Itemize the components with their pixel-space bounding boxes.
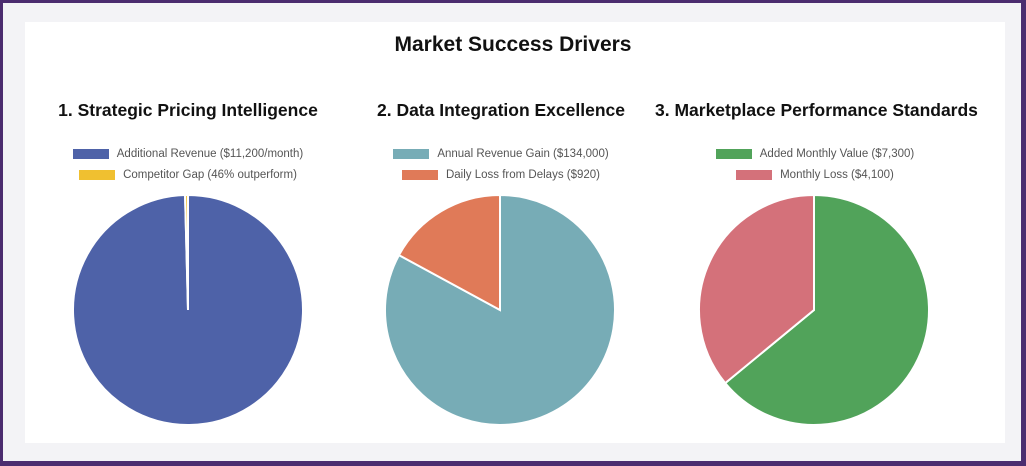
legend-item[interactable]: Added Monthly Value ($7,300)	[655, 143, 975, 164]
chart-title: 3. Marketplace Performance Standards	[655, 100, 978, 120]
panel-marketplace: 3. Marketplace Performance Standards Add…	[655, 100, 978, 185]
legend-swatch	[393, 148, 430, 159]
legend-label: Additional Revenue ($11,200/month)	[116, 147, 304, 160]
legend-swatch	[715, 148, 752, 159]
legend-item[interactable]: Additional Revenue ($11,200/month)	[28, 143, 348, 164]
pie-slice[interactable]	[397, 193, 501, 312]
legend-swatch	[72, 148, 109, 159]
page-title: Market Success Drivers	[394, 33, 632, 56]
legend: Additional Revenue ($11,200/month) Compe…	[28, 143, 348, 185]
legend-swatch	[736, 169, 773, 180]
legend: Added Monthly Value ($7,300) Monthly Los…	[655, 143, 975, 185]
legend-label: Added Monthly Value ($7,300)	[759, 147, 915, 160]
panel-integration: 2. Data Integration Excellence Annual Re…	[341, 100, 661, 185]
chart-title: 2. Data Integration Excellence	[376, 100, 625, 120]
legend-label: Monthly Loss ($4,100)	[780, 168, 894, 181]
pie-slice[interactable]	[723, 193, 930, 426]
legend-label: Daily Loss from Delays ($920)	[445, 168, 601, 181]
legend: Annual Revenue Gain ($134,000) Daily Los…	[341, 143, 661, 185]
legend-label: Competitor Gap (46% outperform)	[123, 168, 297, 181]
legend-item[interactable]: Daily Loss from Delays ($920)	[341, 164, 661, 185]
legend-label: Annual Revenue Gain ($134,000)	[437, 147, 609, 160]
legend-item[interactable]: Competitor Gap (46% outperform)	[28, 164, 348, 185]
panel-pricing: 1. Strategic Pricing Intelligence Additi…	[28, 100, 348, 185]
legend-swatch	[401, 169, 438, 180]
legend-swatch	[79, 169, 116, 180]
pie-slice[interactable]	[184, 193, 189, 311]
chart-title: 1. Strategic Pricing Intelligence	[58, 100, 318, 120]
legend-item[interactable]: Annual Revenue Gain ($134,000)	[341, 143, 661, 164]
legend-item[interactable]: Monthly Loss ($4,100)	[655, 164, 975, 185]
pie-slice[interactable]	[698, 193, 815, 385]
